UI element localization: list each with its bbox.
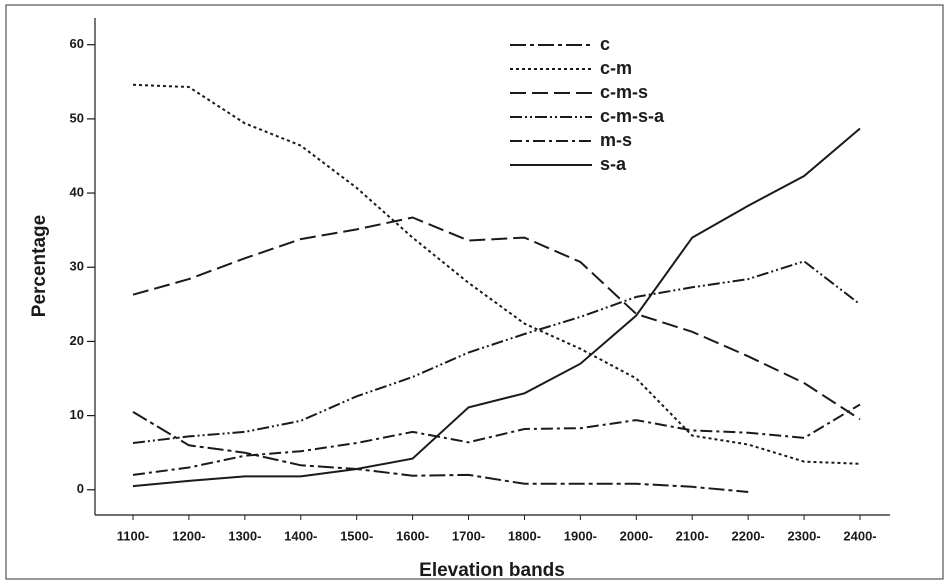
x-tick-label: 1900- [564, 528, 597, 543]
x-tick-label: 1800- [508, 528, 541, 543]
x-tick-label: 2100- [676, 528, 709, 543]
x-tick-label: 1200- [172, 528, 205, 543]
y-tick-label: 60 [70, 36, 84, 51]
legend-label: c-m-s-a [600, 106, 665, 126]
series-line [132, 411, 749, 493]
x-tick-label: 1300- [228, 528, 261, 543]
frame [5, 4, 944, 580]
x-axis-title: Elevation bands [419, 560, 565, 581]
legend-label: s-a [600, 154, 627, 174]
series-line [132, 83, 861, 465]
x-tick-label: 1400- [284, 528, 317, 543]
x-tick-label: 1100- [117, 528, 150, 543]
series-line [132, 216, 861, 421]
y-tick-label: 0 [77, 481, 84, 496]
x-tick-label: 2000- [620, 528, 653, 543]
y-tick-label: 50 [70, 110, 84, 125]
legend-label: c-m-s [600, 82, 648, 102]
x-tick-label: 1700- [452, 528, 485, 543]
y-tick-label: 20 [70, 333, 84, 348]
legend-label: c [600, 34, 610, 54]
series-line [132, 260, 861, 444]
series-line [132, 127, 861, 488]
x-tick-label: 2200- [732, 528, 765, 543]
x-tick-label: 1500- [340, 528, 373, 543]
x-tick-label: 1600- [396, 528, 429, 543]
legend-label: m-s [600, 130, 632, 150]
y-tick-label: 30 [70, 259, 84, 274]
y-tick-label: 10 [70, 407, 84, 422]
y-axis-title: Percentage [29, 215, 50, 317]
x-tick-label: 2300- [787, 528, 820, 543]
x-tick-label: 2400- [843, 528, 876, 543]
series-line [132, 403, 861, 476]
y-tick-label: 40 [70, 185, 84, 200]
legend-label: c-m [600, 58, 632, 78]
